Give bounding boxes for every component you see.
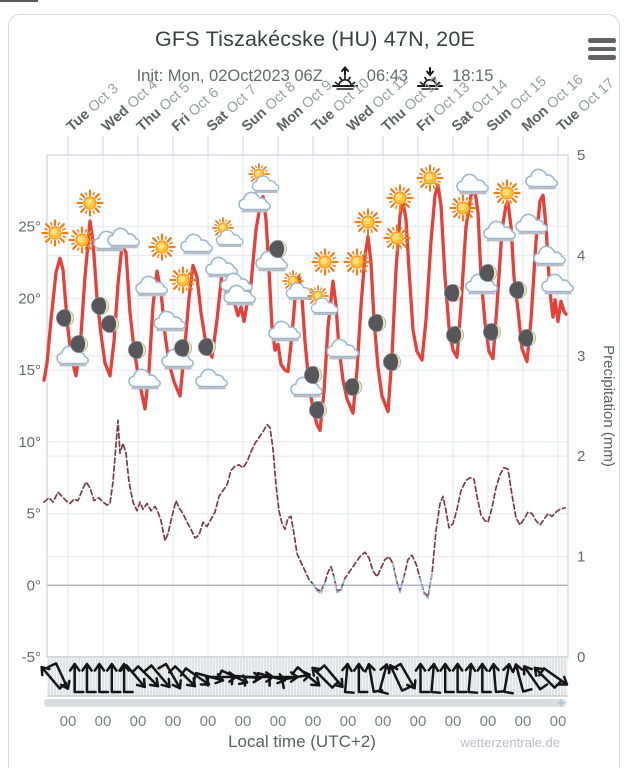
watermark: wetterzentrale.de [460,735,560,750]
menu-button[interactable] [588,38,616,60]
sunset-icon [415,65,445,95]
hamburger-icon [588,38,616,43]
sunrise-icon [330,65,360,95]
forecast-card [8,14,620,768]
x-axis-title: Local time (UTC+2) [228,732,376,751]
chart-subtitle: Init: Mon, 02Oct2023 06Z 06:43 [0,57,630,95]
sunset-time: 18:15 [452,66,494,85]
top-edge-remnant [0,0,38,2]
sunrise-time: 06:43 [366,66,409,85]
init-label: Init: Mon, 02Oct2023 06Z [136,66,323,85]
chart-title: GFS Tiszakécske (HU) 47N, 20E [154,27,476,51]
